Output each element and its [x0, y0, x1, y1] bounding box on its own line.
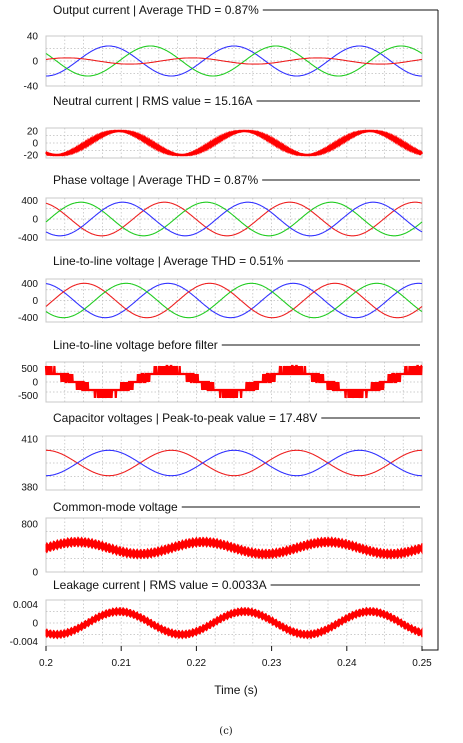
- y-tick-label: 0: [32, 378, 38, 389]
- series-line: [45, 282, 423, 319]
- series-line: [45, 201, 423, 237]
- bracket-line: [422, 10, 439, 651]
- subplot: Line-to-line voltage | Average THD = 0.5…: [18, 254, 423, 324]
- subplot-title: Output current | Average THD = 0.87%: [53, 3, 259, 17]
- subplot: Output current | Average THD = 0.87% 40 0 -…: [24, 3, 438, 93]
- x-tick-label: 0.2: [39, 658, 53, 669]
- y-tick-label: 0: [32, 215, 38, 226]
- x-axis: 0.2 0.21 0.22 0.23 0.24 0.25: [39, 646, 432, 669]
- subplot: Leakage current | RMS value = 0.0033A 0.0…: [10, 578, 423, 648]
- x-tick-label: 0.23: [262, 658, 282, 669]
- subplots: Output current | Average THD = 0.87%400-…: [10, 3, 439, 651]
- y-tick-label: 0.004: [13, 600, 38, 611]
- y-tick-label: 0: [32, 619, 38, 630]
- x-tick-label: 0.24: [337, 658, 357, 669]
- subplot: Capacitor voltages | Peak-to-peak value …: [21, 411, 423, 493]
- y-tick-label: 0: [32, 139, 38, 150]
- subplot-title: Leakage current | RMS value = 0.0033A: [53, 578, 267, 592]
- subplot-title: Neutral current | RMS value = 15.16A: [53, 94, 253, 108]
- x-tick-label: 0.25: [412, 658, 432, 669]
- series-line: [45, 282, 423, 319]
- subplot-title: Line-to-line voltage | Average THD = 0.5…: [53, 254, 284, 268]
- y-tick-label: 40: [27, 32, 39, 43]
- y-tick-label: 400: [21, 279, 38, 290]
- subplot: Common-mode voltage 800 0: [21, 500, 423, 579]
- series-band: [45, 536, 423, 560]
- y-tick-label: -400: [18, 313, 38, 324]
- series-line: [44, 364, 423, 399]
- series-line: [45, 282, 423, 319]
- y-tick-label: 500: [21, 364, 38, 375]
- subplot: Phase voltage | Average THD = 0.87% 400 0 -…: [18, 173, 423, 244]
- series-line: [45, 129, 424, 157]
- y-tick-label: -20: [24, 151, 39, 162]
- y-tick-label: 0: [32, 296, 38, 307]
- series-line: [45, 201, 423, 237]
- series-line: [46, 45, 422, 77]
- subplot: Line-to-line voltage before filter 500 0 -5…: [18, 338, 423, 403]
- y-tick-label: 380: [21, 482, 38, 493]
- series-line: [45, 45, 423, 77]
- plot-area: [45, 435, 423, 491]
- figure-caption: (c): [219, 726, 233, 737]
- subplot-title: Common-mode voltage: [53, 500, 178, 514]
- x-tick-label: 0.22: [187, 658, 207, 669]
- subplot-title: Phase voltage | Average THD = 0.87%: [53, 173, 258, 187]
- y-tick-label: -500: [18, 391, 38, 402]
- y-tick-label: 400: [21, 196, 38, 207]
- series-band: [45, 606, 423, 640]
- y-tick-label: 410: [21, 435, 38, 446]
- series-line: [46, 449, 422, 477]
- subplot-title: Capacitor voltages | Peak-to-peak value …: [53, 411, 317, 425]
- series-line: [46, 57, 423, 65]
- y-tick-label: -0.004: [10, 637, 39, 648]
- subplot-title: Line-to-line voltage before filter: [53, 338, 218, 352]
- series-line: [45, 201, 423, 237]
- x-tick-label: 0.21: [111, 658, 131, 669]
- y-tick-label: 0: [32, 57, 38, 68]
- y-tick-label: -40: [24, 82, 39, 93]
- y-tick-label: 0: [32, 568, 38, 579]
- series-line: [46, 449, 422, 477]
- y-tick-label: 800: [21, 520, 38, 531]
- y-tick-label: -400: [18, 233, 38, 244]
- subplot: Neutral current | RMS value = 15.16A 200-…: [24, 94, 424, 162]
- x-axis-label: Time (s): [214, 683, 258, 697]
- y-tick-label: 20: [27, 127, 39, 138]
